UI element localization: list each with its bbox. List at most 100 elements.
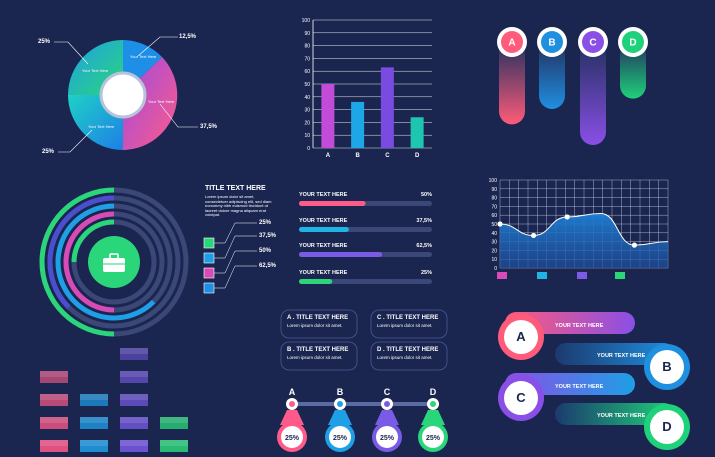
area-point [531,232,537,239]
ribbon-disc-inner [504,320,538,354]
pin-bulb-inner [329,426,351,448]
area-ytick-label: 50 [491,222,497,228]
block-cell-highlight [80,417,108,423]
block-cell-highlight [80,440,108,446]
ribbon-disc-inner [650,410,684,444]
ribbon-band [555,403,675,425]
ribbon-letter: C [516,390,526,405]
ring-legend: 25% 37,5% 50% 62,5% [203,220,277,294]
bar-category-label: C [385,153,390,159]
block-cell [160,417,188,429]
pin-stem [328,410,352,425]
progress-fill [299,279,333,284]
block-cell-highlight [160,417,188,423]
area-point [564,214,570,220]
area-ytick-label: 20 [491,248,497,254]
ring-legend-leader [214,250,257,274]
donut-slice-text-1: Your Text Here [82,68,109,73]
bar-ytick-label: 30 [304,108,310,114]
pin-bulb-inner [422,426,444,448]
lettered-box-title: C . TITLE TEXT HERE [377,315,438,321]
block-cell-highlight [40,394,68,400]
area-fill [500,213,668,268]
donut-label-3: 37,5% [200,124,218,130]
block-cell-highlight [120,371,148,377]
bar-ytick-label: 100 [302,18,311,24]
lettered-box [370,309,448,339]
area-line [499,212,669,246]
block-cell [120,394,148,406]
donut-slice-text-3: Your Text Here [148,99,175,104]
block-cell-highlight [40,417,68,423]
block-cell [120,371,148,383]
area-ytick-label: 10 [491,257,497,263]
ring-arc [47,195,115,310]
pin-knob-dot [289,401,295,407]
ring-legend-value: 25% [259,220,272,226]
area-point [631,242,638,248]
bar-category-label: A [326,153,331,159]
lettered-box-title: B . TITLE TEXT HERE [287,347,348,353]
ribbon-text: YOUR TEXT HERE [597,353,646,359]
donut-label-1: 25% [38,39,51,45]
lettered-box-title: D . TITLE TEXT HERE [377,347,438,353]
ring-chart [39,187,189,337]
area-chart: 0 10 20 30 40 50 60 70 80 90 100 [489,178,669,279]
donut-slice-4 [68,95,123,150]
progress-track [299,279,432,284]
area-ytick-label: 90 [491,187,497,193]
bar-category-label: D [415,153,420,159]
ribbon-list: A YOUR TEXT HERE B YOUR TEXT HERE C YOUR TEXT… [498,312,690,450]
ribbon-text: YOUR TEXT HERE [597,413,646,419]
area-ytick-label: 100 [489,178,498,184]
pin-stem [280,410,304,425]
pin-bulb-inner [281,426,303,448]
pin-letter: D [430,387,437,397]
capsule-cap [622,31,644,53]
lettered-box-body: Lorem ipsum dolor sit amet. [287,323,343,328]
pin-value: 25% [380,435,395,442]
ribbon-text: YOUR TEXT HERE [555,384,604,390]
capsule-bar-c [580,42,606,145]
donut-label-2: 12,5% [179,34,197,40]
block-cell-highlight [120,348,148,354]
bar-ytick-label: 20 [304,120,310,126]
block-cell [40,417,68,429]
area-ytick-label: 40 [491,231,497,237]
lettered-box [280,309,358,339]
bar-ytick-label: 0 [307,146,310,152]
ring-legend-value: 50% [259,248,272,254]
pin-value: 25% [333,435,348,442]
rings-body-wrap: Lorem ipsum dolor sit amet, consectetuer… [205,195,271,217]
progress-bars: YOUR TEXT HERE 50% YOUR TEXT HERE 37,5% YOUR… [299,192,432,284]
lettered-box [370,341,448,371]
bar-ytick-label: 70 [304,56,310,62]
block-cell [120,417,148,429]
capsule-cap [501,31,523,53]
pin-timeline: A 25% B 25% C 25% D 25% [277,387,448,452]
ribbon-letter: B [662,359,671,374]
pin-letter: C [384,387,391,397]
block-cell-highlight [40,371,68,377]
block-cell-highlight [120,394,148,400]
capsule-letter: C [589,38,596,49]
area-ytick-label: 60 [491,213,497,219]
ribbon-disc-inner [504,381,538,415]
pin-stem [421,410,445,425]
lettered-box-body: Lorem ipsum dolor sit amet. [287,355,343,360]
lettered-box-body: Lorem ipsum dolor sit amet. [377,323,433,328]
ring-arc [55,203,156,321]
donut-chart: Your Text Here Your Text Here Your Text … [38,34,218,155]
capsule-chart: A B C D [497,27,648,145]
area-legend-swatch [615,272,625,279]
capsule-bar-a [499,42,525,125]
block-cell [80,394,108,406]
ring-legend-leader [214,235,257,259]
block-cell [80,440,108,452]
donut-label-4: 25% [42,149,55,155]
ribbon-text: YOUR TEXT HERE [555,323,604,329]
progress-fill [299,201,366,206]
pin-stem [375,410,399,425]
progress-label: YOUR TEXT HERE [299,243,348,249]
